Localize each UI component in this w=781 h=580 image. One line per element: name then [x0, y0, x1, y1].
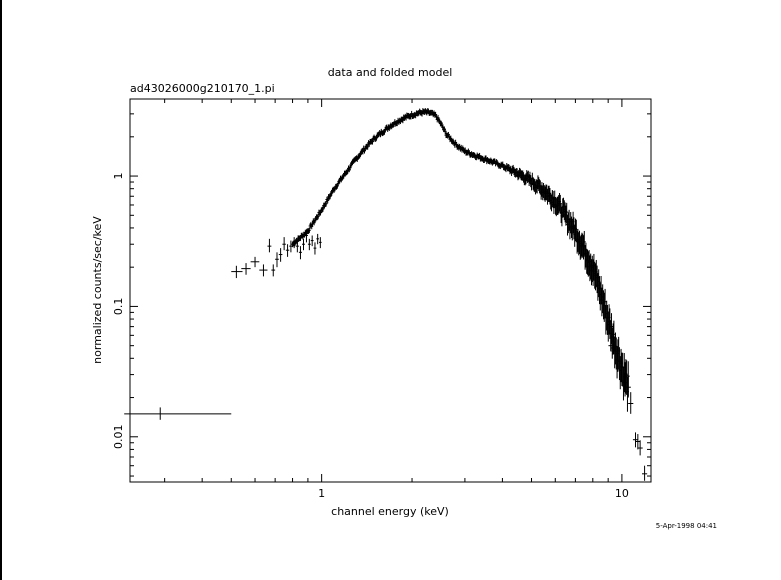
x-axis-ticks: [164, 99, 623, 482]
x-axis-tick-labels: 1 10: [318, 487, 629, 500]
x-axis-label: channel energy (keV): [331, 505, 449, 518]
data-points: [124, 229, 648, 481]
y-axis-label: normalized counts/sec/keV: [91, 216, 104, 364]
y-tick-label: 1: [112, 173, 125, 180]
x-tick-label: 1: [318, 487, 325, 500]
data-points-dense: [291, 107, 630, 412]
chart-title: data and folded model: [328, 66, 453, 79]
chart-subtitle: ad43026000g210170_1.pi: [130, 82, 275, 95]
timestamp: 5-Apr-1998 04:41: [656, 522, 717, 530]
y-axis-tick-labels: 0.01 0.1 1: [112, 173, 125, 449]
window-left-border: [0, 0, 2, 580]
plot-frame: [129, 98, 652, 483]
x-tick-label: 10: [615, 487, 629, 500]
y-axis-ticks: [130, 113, 651, 477]
y-tick-label: 0.1: [112, 298, 125, 316]
y-tick-label: 0.01: [112, 425, 125, 450]
